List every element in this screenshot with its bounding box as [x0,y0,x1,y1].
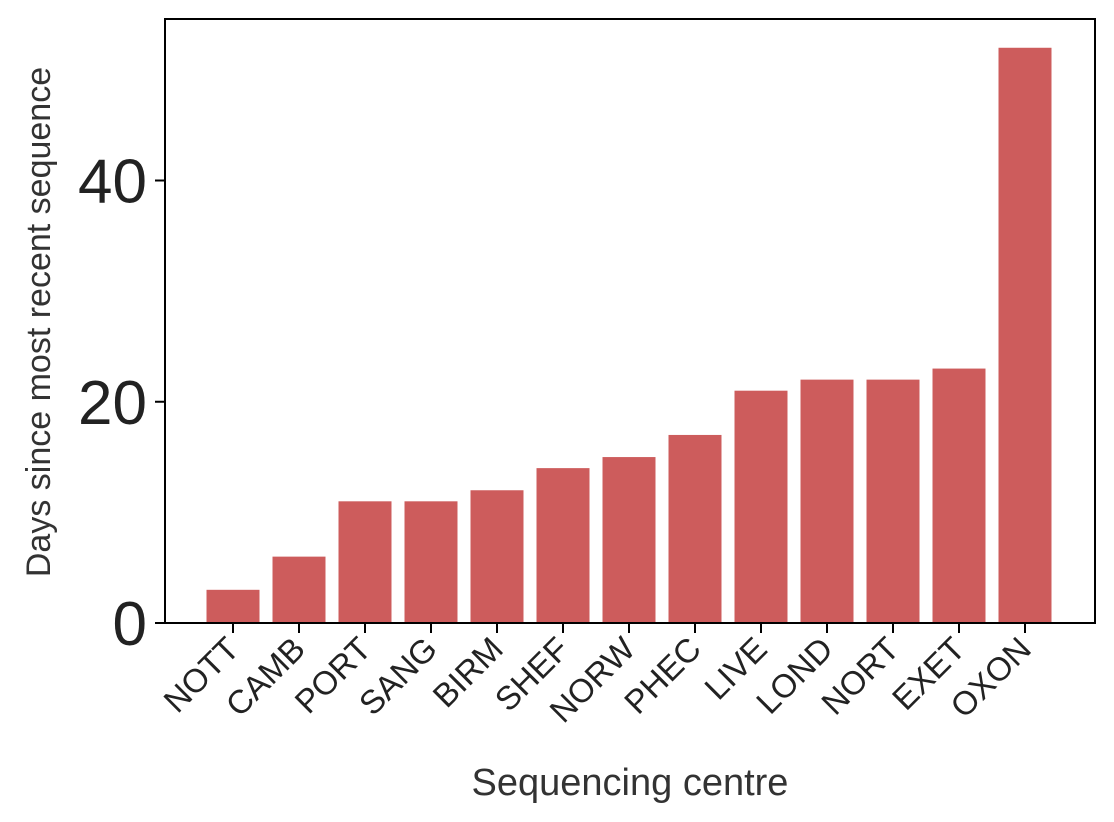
bar-norw [602,457,656,623]
bar-lond [800,379,854,623]
y-tick-label: 20 [78,369,147,438]
y-axis-title: Days since most recent sequence [20,67,58,577]
x-axis: NOTTCAMBPORTSANGBIRMSHEFNORWPHECLIVELOND… [156,623,1038,729]
y-tick-label: 0 [113,590,147,659]
x-axis-title: Sequencing centre [472,762,789,804]
bar-shef [536,468,590,623]
bar-port [338,501,392,623]
bar-phec [668,434,722,623]
bar-sang [404,501,458,623]
bar-nott [206,589,260,623]
x-tick-label: NORT [814,630,906,722]
bar-oxon [998,47,1052,624]
bar-birm [470,490,524,623]
bar-exet [932,368,986,623]
bars-group [206,47,1052,624]
y-tick-label: 40 [78,148,147,217]
x-tick-label: PHEC [617,630,708,721]
bar-camb [272,556,326,623]
bar-live [734,390,788,623]
y-axis: 0 20 40 [78,148,165,659]
bar-nort [866,379,920,623]
